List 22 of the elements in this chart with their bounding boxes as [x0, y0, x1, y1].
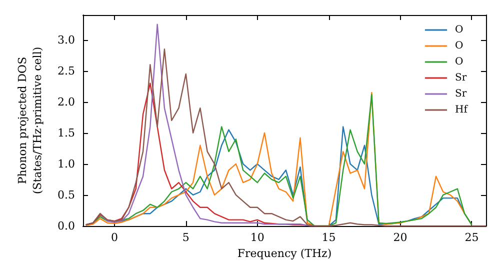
- legend-label: Sr: [455, 72, 467, 84]
- legend-label: O: [455, 24, 464, 36]
- x-tick-label: 20: [393, 231, 408, 244]
- x-tick-label: 0: [110, 231, 118, 244]
- y-tick-label: 2.5: [58, 64, 75, 78]
- legend-label: Sr: [455, 88, 467, 100]
- y-tick-label: 1.0: [58, 157, 75, 170]
- legend-label: Hf: [455, 104, 469, 116]
- y-tick-label: 3.0: [58, 33, 75, 46]
- x-axis-title: Frequency (THz): [237, 247, 332, 260]
- legend-label: O: [455, 40, 464, 52]
- y-tick-label: 0.5: [58, 188, 75, 202]
- y-tick-label: 2.0: [58, 95, 75, 108]
- x-tick-label: 5: [182, 231, 190, 244]
- line-series: [85, 48, 487, 227]
- y-tick-label: 0.0: [58, 220, 75, 232]
- y-tick-label: 1.5: [58, 126, 75, 140]
- x-tick-label: 10: [250, 231, 264, 244]
- legend-label: O: [455, 56, 464, 68]
- y-axis-title: Phonon projected DOS (States/THz·primitive cell): [16, 46, 44, 194]
- x-tick-label: 15: [322, 231, 336, 244]
- x-tick-label: 25: [464, 231, 479, 244]
